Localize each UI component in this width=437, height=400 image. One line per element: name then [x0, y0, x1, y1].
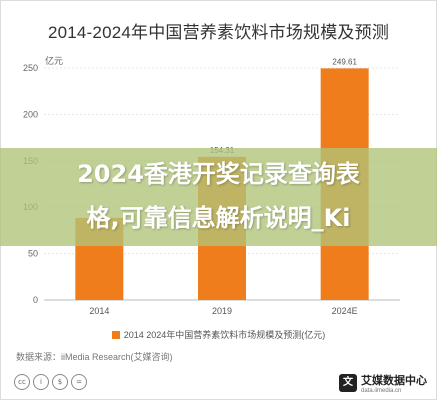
overlay-banner-text: 2024香港开奖记录查询表 格,可靠信息解析说明_Ki: [0, 152, 437, 240]
x-tick-label: 2024E: [332, 306, 358, 316]
banner-line-1: 2024香港开奖记录查询表: [77, 160, 360, 188]
y-tick-label: 250: [23, 63, 38, 73]
banner-line-2: 格,可靠信息解析说明_Ki: [86, 204, 351, 232]
y-tick-label: 50: [28, 249, 38, 259]
nc-icon: $: [52, 374, 68, 390]
cc-icon: cc: [14, 374, 30, 390]
source-note: 数据来源：iiMedia Research(艾媒咨询): [16, 352, 173, 362]
x-tick-label: 2019: [212, 306, 232, 316]
y-tick-label: 0: [33, 295, 38, 305]
legend-swatch: [111, 331, 120, 339]
nd-icon: =: [71, 374, 87, 390]
x-tick-label: 2014: [89, 306, 109, 316]
legend-label: 2014 2024年中国营养素饮料市场规模及预测(亿元): [123, 330, 326, 340]
logo-mark-icon: 文: [339, 374, 357, 392]
data-label: 249.61: [332, 57, 357, 66]
chart-title: 2014-2024年中国营养素饮料市场规模及预测: [47, 23, 390, 42]
by-icon: i: [33, 374, 49, 390]
logo-site: data.iimedia.cn: [361, 388, 402, 394]
legend: 2014 2024年中国营养素饮料市场规模及预测(亿元): [0, 328, 437, 341]
logo-name: 艾媒数据中心: [361, 375, 427, 387]
iimedia-logo: 文 艾媒数据中心 data.iimedia.cn: [339, 372, 427, 394]
x-tick-labels: 2014 2019 2024E: [89, 306, 357, 316]
y-tick-label: 200: [23, 109, 38, 119]
overlay-banner: [0, 148, 437, 246]
license-icons: cc i $ =: [14, 374, 87, 390]
y-axis-unit: 亿元: [45, 56, 64, 66]
